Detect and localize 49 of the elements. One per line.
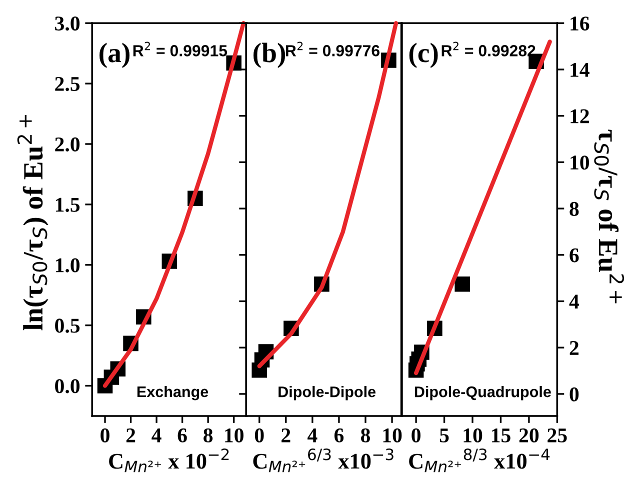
y-tick-label: 0.5 xyxy=(55,318,80,333)
x-tick-label: 6 xyxy=(334,428,344,442)
x-tick-label: 2 xyxy=(126,428,136,442)
y2-tick-label: 10 xyxy=(570,156,590,170)
x-tick-label: 2 xyxy=(282,428,290,442)
x-tick-label: 10 xyxy=(383,428,402,442)
y2-tick-label: 2 xyxy=(570,341,578,355)
x-tick-label: 15 xyxy=(492,428,510,442)
y-axis-title: ln(τ$_{S0}$/τ$_{S}$) of Eu$^{2+}$ xyxy=(17,115,48,330)
y-tick-label: 1.5 xyxy=(56,198,80,212)
point xyxy=(454,276,470,292)
annotation: (b) xyxy=(254,42,286,68)
y2-tick-label: 8 xyxy=(570,202,579,216)
annotation: R$^{2}$ = 0.99282 xyxy=(442,42,536,56)
y2-axis-title: τ$_{S0}$/τ$_{S}$ of Eu$^{2+}$ xyxy=(594,130,624,304)
annotation: Dipole-Dipole xyxy=(278,386,376,400)
x-tick-label: 20 xyxy=(519,428,539,442)
y-tick-label: 1.0 xyxy=(56,258,80,272)
x-tick-label: 10 xyxy=(464,428,482,442)
annotation: Dipole-Quadrupole xyxy=(414,386,551,400)
x-tick-label: 4 xyxy=(308,428,318,442)
annotation: R$^{2}$ = 0.99776 xyxy=(286,42,380,56)
y2-tick-label: 16 xyxy=(570,16,590,31)
y2-tick-label: 4 xyxy=(569,294,580,308)
y2-tick-label: 14 xyxy=(570,62,590,77)
x-tick-label: 8 xyxy=(204,428,213,442)
x-axis-title: C$_{Mn²⁺}$ x 10$^{−2}$ xyxy=(109,448,229,472)
x-axis-title: C$_{Mn²⁺}$$^{6/3}$ x10$^{−3}$ xyxy=(253,448,394,472)
x-axis-title: C$_{Mn²⁺}$$^{8/3}$ x10$^{−4}$ xyxy=(409,448,550,472)
y-tick-label: 3.0 xyxy=(55,16,80,31)
annotation: R$^{2}$ = 0.99915 xyxy=(133,42,228,56)
x-tick-label: 10 xyxy=(225,428,244,442)
x-tick-label: 0 xyxy=(254,428,264,442)
x-tick-label: 5 xyxy=(440,428,449,442)
x-tick-label: 6 xyxy=(178,428,187,442)
x-tick-label: 4 xyxy=(152,428,162,442)
y-tick-label: 2.5 xyxy=(55,77,80,92)
y2-tick-label: 0 xyxy=(570,387,579,402)
x-tick-label: 25 xyxy=(548,428,567,442)
y2-tick-label: 6 xyxy=(570,248,579,262)
annotation: (a) xyxy=(100,42,130,68)
x-tick-label: 8 xyxy=(360,428,370,442)
y-tick-label: 2.0 xyxy=(55,137,80,152)
y-tick-label: 0.0 xyxy=(55,379,80,394)
x-tick-label: 0 xyxy=(412,428,420,442)
y2-tick-label: 12 xyxy=(570,109,589,124)
annotation: (c) xyxy=(409,42,438,68)
x-tick-label: 0 xyxy=(100,428,110,442)
annotation: Exchange xyxy=(137,386,208,400)
